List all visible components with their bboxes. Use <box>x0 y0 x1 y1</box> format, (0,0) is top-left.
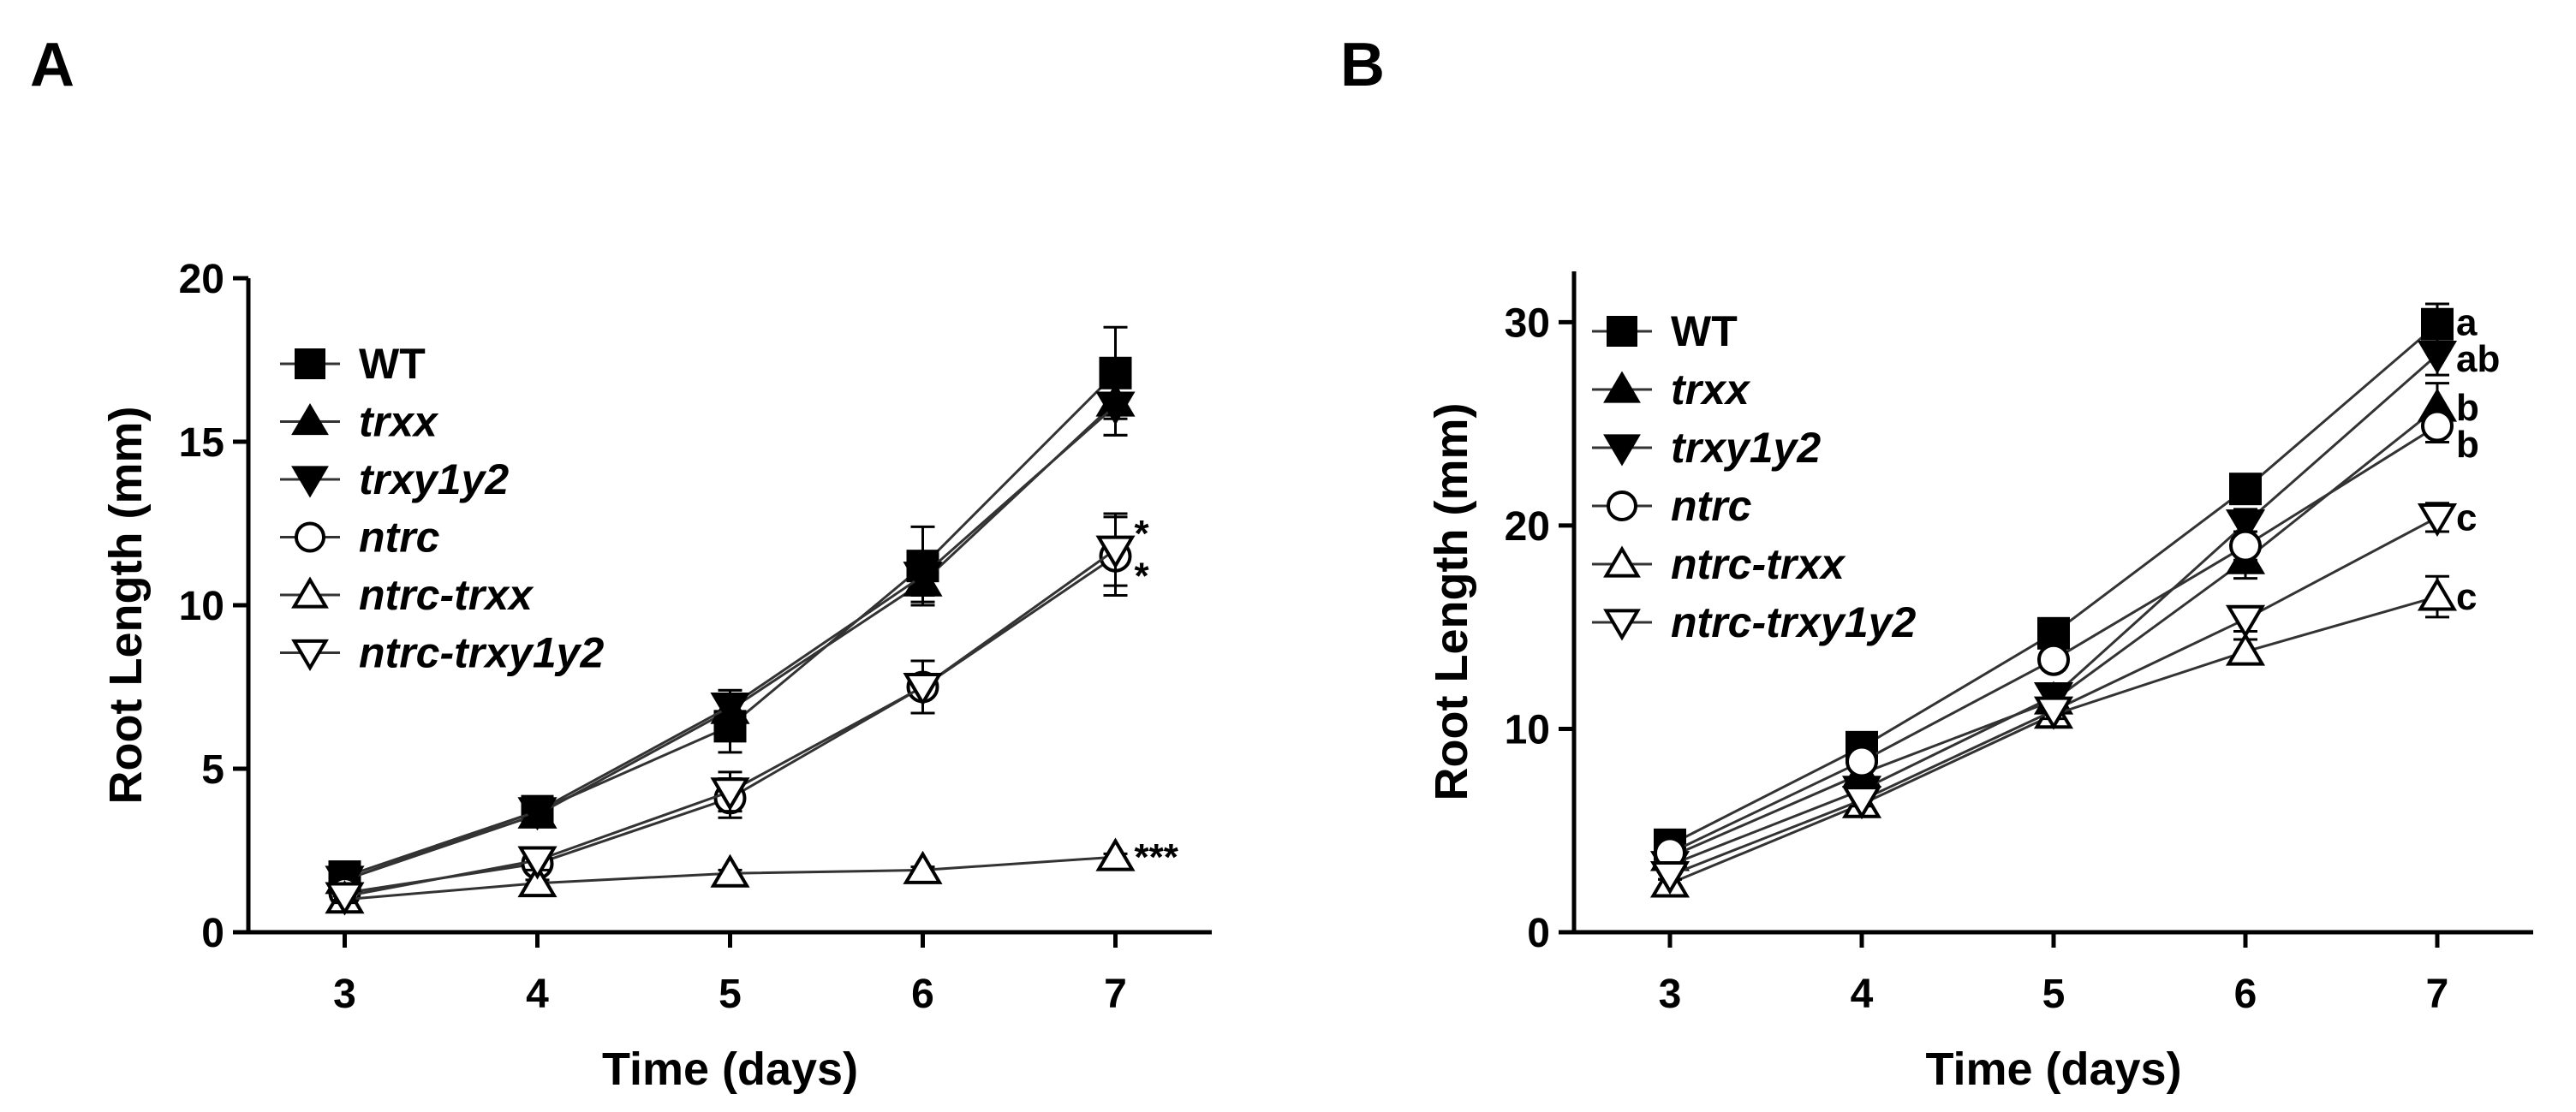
y-tick-label: 10 <box>179 584 224 629</box>
data-point-WT <box>2229 473 2262 506</box>
chart-panel-b: 3 4 5 6 7 0 10 20 30 Time (days) Root Length (mm) a… <box>1426 271 2533 1095</box>
legend-marker-trxx <box>291 402 329 436</box>
legend-marker-ntrc <box>295 521 325 553</box>
y-tick-label: 20 <box>1505 504 1550 550</box>
data-point-trxy1y2 <box>1095 391 1136 425</box>
data-point-ntrc-trxy1y2 <box>710 777 750 812</box>
x-axis-title: Time (days) <box>602 1044 858 1095</box>
y-tick-label: 20 <box>179 257 224 302</box>
legend-label-ntrc: ntrc <box>359 514 440 562</box>
y-axis-title: Root Length (mm) <box>100 407 152 805</box>
y-tick-label: 15 <box>179 420 224 466</box>
legend: WT trxx trxy1y2 ntrc ntrc-trxx ntrc-trxy1y2 <box>280 340 604 677</box>
data-point-ntrc-trxy1y2 <box>325 882 365 916</box>
x-tick-label: 5 <box>2042 972 2066 1017</box>
significance-label: b <box>2456 424 2479 466</box>
significance-label: c <box>2456 497 2477 538</box>
x-tick-label: 6 <box>911 972 934 1017</box>
legend-label-trxx: trxx <box>359 398 439 446</box>
significance-label: *** <box>1135 836 1179 878</box>
legend-marker-WT <box>295 348 325 379</box>
legend-label-ntrc-trxx: ntrc-trxx <box>359 571 534 619</box>
legend-marker-trxy1y2 <box>291 466 329 498</box>
legend-marker-WT <box>1607 316 1637 347</box>
significance-label: * <box>1135 513 1150 555</box>
data-point-ntrc-trxx <box>903 850 943 884</box>
y-tick-label: 0 <box>201 911 224 956</box>
data-point-WT <box>2037 616 2070 650</box>
data-point-trxy1y2 <box>710 692 750 727</box>
x-tick-label: 4 <box>526 972 549 1017</box>
legend-label-trxy1y2: trxy1y2 <box>359 455 509 503</box>
data-point-ntrc-trxx <box>1095 837 1136 871</box>
data-point-trxy1y2 <box>2225 509 2266 544</box>
chart-panel-a: 3 4 5 6 7 0 5 10 15 20 Time (days) Root Length (mm)… <box>100 257 1212 1095</box>
data-point-trxy1y2 <box>903 562 943 596</box>
data-point-ntrc <box>2421 409 2454 443</box>
x-tick-label: 6 <box>2234 972 2257 1017</box>
y-axis-title: Root Length (mm) <box>1426 403 1477 801</box>
legend-marker-trxy1y2 <box>1603 434 1641 467</box>
data-point-ntrc-trxx <box>517 864 558 898</box>
x-tick-label: 4 <box>1851 972 1874 1017</box>
x-tick-label: 7 <box>1104 972 1127 1017</box>
x-tick-label: 7 <box>2426 972 2449 1017</box>
series-ntrc-trxx <box>325 837 1136 914</box>
legend-label-WT: WT <box>1671 307 1738 355</box>
legend-label-ntrc-trxy1y2: ntrc-trxy1y2 <box>1671 598 1916 646</box>
data-point-ntrc-trxy1y2 <box>2225 604 2266 639</box>
data-point-ntrc <box>2037 643 2070 676</box>
data-point-ntrc <box>2229 529 2262 562</box>
significance-label: b <box>2456 387 2479 429</box>
legend-label-ntrc-trxy1y2: ntrc-trxy1y2 <box>359 629 604 677</box>
x-axis-title: Time (days) <box>1925 1044 2181 1095</box>
x-tick-label: 5 <box>719 972 742 1017</box>
significance-label: c <box>2456 576 2477 618</box>
y-tick-label: 10 <box>1505 707 1550 752</box>
data-point-trxy1y2 <box>2417 340 2458 375</box>
data-point-ntrc-trxx <box>710 853 750 888</box>
series-ntrc-trxy1y2 <box>1649 502 2458 895</box>
significance-label: * <box>1135 556 1150 598</box>
legend-marker-trxx <box>1603 371 1641 403</box>
x-tick-label: 3 <box>333 972 356 1017</box>
legend-marker-ntrc <box>1607 491 1637 521</box>
x-tick-label: 3 <box>1659 972 1682 1017</box>
data-point-ntrc-trxx <box>2225 632 2266 666</box>
data-point-ntrc-trxy1y2 <box>1095 535 1136 569</box>
data-point-ntrc-trxy1y2 <box>2417 502 2458 538</box>
data-point-ntrc-trxy1y2 <box>1649 861 1690 895</box>
significance-label: ab <box>2456 338 2500 380</box>
data-point-ntrc <box>1846 745 1878 778</box>
legend-label-ntrc: ntrc <box>1671 482 1752 530</box>
legend-label-trxx: trxx <box>1671 366 1751 413</box>
legend-label-trxy1y2: trxy1y2 <box>1671 424 1821 472</box>
y-tick-label: 30 <box>1505 300 1550 346</box>
legend-label-WT: WT <box>359 340 426 388</box>
data-point-ntrc-trxy1y2 <box>903 673 943 707</box>
y-tick-label: 0 <box>1527 911 1550 956</box>
data-point-ntrc-trxy1y2 <box>1841 786 1882 820</box>
significance-label: a <box>2456 301 2478 343</box>
y-tick-label: 5 <box>201 747 224 793</box>
series-ntrc-trxy1y2 <box>325 512 1136 916</box>
legend-marker-ntrc-trxy1y2 <box>291 639 329 672</box>
panel-letter-a: A <box>30 31 75 99</box>
data-point-ntrc-trxy1y2 <box>2033 696 2074 730</box>
data-point-ntrc-trxx <box>2417 577 2458 611</box>
series-ntrc <box>1654 408 2454 870</box>
legend-marker-ntrc-trxx <box>291 576 329 609</box>
data-point-ntrc-trxy1y2 <box>517 846 558 880</box>
panel-letter-b: B <box>1340 31 1385 99</box>
legend-marker-ntrc-trxx <box>1603 545 1641 578</box>
legend-marker-ntrc-trxy1y2 <box>1603 609 1641 641</box>
data-point-trxy1y2 <box>517 797 558 831</box>
legend-label-ntrc-trxx: ntrc-trxx <box>1671 540 1846 588</box>
legend: WT trxx trxy1y2 ntrc ntrc-trxx ntrc-trxy1y2 <box>1592 307 1916 646</box>
